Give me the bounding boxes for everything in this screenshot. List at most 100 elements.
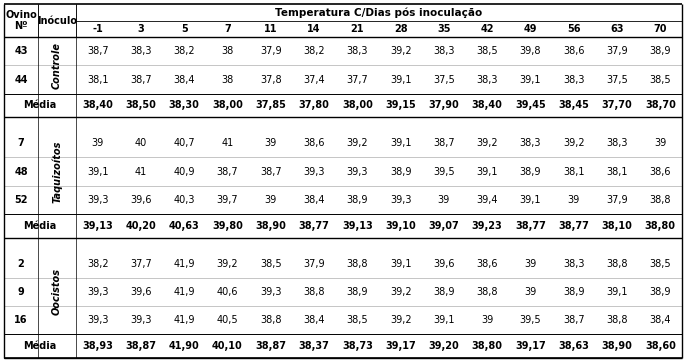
Text: 70: 70: [654, 24, 667, 34]
Text: 39,23: 39,23: [472, 221, 503, 231]
Text: 39,2: 39,2: [390, 46, 412, 56]
Text: 38,7: 38,7: [260, 167, 281, 177]
Text: 38,1: 38,1: [606, 167, 628, 177]
Text: 38,87: 38,87: [255, 341, 286, 351]
Text: Taquizoítos: Taquizoítos: [51, 140, 62, 203]
Text: 38,1: 38,1: [87, 75, 108, 84]
Text: 38,63: 38,63: [558, 341, 589, 351]
Text: 37,4: 37,4: [303, 75, 325, 84]
Text: 41,9: 41,9: [174, 287, 195, 297]
Text: 11: 11: [264, 24, 278, 34]
Text: 38,7: 38,7: [563, 315, 584, 325]
Text: 37,8: 37,8: [260, 75, 281, 84]
Text: 39,1: 39,1: [520, 195, 541, 205]
Text: 39,6: 39,6: [433, 258, 455, 269]
Text: 38,77: 38,77: [515, 221, 546, 231]
Text: 49: 49: [523, 24, 537, 34]
Text: 39: 39: [265, 138, 277, 148]
Text: 39,17: 39,17: [515, 341, 546, 351]
Text: 38,1: 38,1: [563, 167, 584, 177]
Text: 39: 39: [265, 195, 277, 205]
Text: 35: 35: [437, 24, 451, 34]
Text: 38,45: 38,45: [558, 101, 589, 110]
Text: 37,9: 37,9: [606, 195, 628, 205]
Text: 37,7: 37,7: [130, 258, 152, 269]
Text: 38,80: 38,80: [645, 221, 676, 231]
Text: 38,40: 38,40: [472, 101, 503, 110]
Text: 39,5: 39,5: [520, 315, 541, 325]
Text: 40,6: 40,6: [217, 287, 238, 297]
Text: 37,85: 37,85: [255, 101, 286, 110]
Text: 39,1: 39,1: [87, 167, 108, 177]
Text: 38,8: 38,8: [303, 287, 325, 297]
Text: 41,90: 41,90: [169, 341, 200, 351]
Text: 38,5: 38,5: [260, 258, 281, 269]
Text: 48: 48: [14, 167, 28, 177]
Text: 3: 3: [138, 24, 144, 34]
Text: Oocistos: Oocistos: [52, 268, 62, 315]
Text: Temperatura C/Dias pós inoculação: Temperatura C/Dias pós inoculação: [275, 7, 483, 17]
Text: 38,7: 38,7: [217, 167, 238, 177]
Text: Inóculo: Inóculo: [37, 16, 77, 25]
Text: 39,1: 39,1: [433, 315, 455, 325]
Text: 14: 14: [307, 24, 321, 34]
Text: 37,9: 37,9: [606, 46, 628, 56]
Text: 40,10: 40,10: [212, 341, 243, 351]
Text: 39: 39: [567, 195, 580, 205]
Text: 38,9: 38,9: [650, 46, 671, 56]
Text: 39,20: 39,20: [429, 341, 460, 351]
Text: 38,3: 38,3: [130, 46, 152, 56]
Text: 38,8: 38,8: [650, 195, 671, 205]
Text: 40,7: 40,7: [174, 138, 195, 148]
Text: 39,45: 39,45: [515, 101, 546, 110]
Text: 40,3: 40,3: [174, 195, 195, 205]
Text: 38,2: 38,2: [174, 46, 195, 56]
Text: 38: 38: [222, 75, 234, 84]
Text: 38,7: 38,7: [433, 138, 455, 148]
Text: 37,90: 37,90: [429, 101, 460, 110]
Text: 39,6: 39,6: [130, 195, 152, 205]
Text: 37,9: 37,9: [260, 46, 281, 56]
Text: 41,9: 41,9: [174, 315, 195, 325]
Text: 38,9: 38,9: [346, 195, 368, 205]
Text: 16: 16: [14, 315, 27, 325]
Text: 39,3: 39,3: [303, 167, 325, 177]
Text: 38,3: 38,3: [520, 138, 541, 148]
Text: 38,9: 38,9: [390, 167, 412, 177]
Text: 39,2: 39,2: [217, 258, 238, 269]
Text: 38,3: 38,3: [433, 46, 455, 56]
Text: 42: 42: [480, 24, 494, 34]
Text: 38,5: 38,5: [476, 46, 498, 56]
Text: 40,5: 40,5: [217, 315, 238, 325]
Text: 38,3: 38,3: [563, 258, 584, 269]
Text: 39,17: 39,17: [386, 341, 416, 351]
Text: 38,10: 38,10: [602, 221, 632, 231]
Text: 38,4: 38,4: [303, 315, 325, 325]
Text: 38,9: 38,9: [433, 287, 455, 297]
Text: 40: 40: [135, 138, 147, 148]
Text: 38,77: 38,77: [558, 221, 589, 231]
Text: 37,9: 37,9: [303, 258, 325, 269]
Text: 38,4: 38,4: [174, 75, 195, 84]
Text: 38,5: 38,5: [650, 75, 671, 84]
Text: 39,4: 39,4: [477, 195, 498, 205]
Text: 39,2: 39,2: [390, 287, 412, 297]
Text: 38,4: 38,4: [303, 195, 325, 205]
Text: 38,6: 38,6: [303, 138, 325, 148]
Text: 41: 41: [135, 167, 147, 177]
Text: 38,9: 38,9: [520, 167, 541, 177]
Text: 38,00: 38,00: [342, 101, 372, 110]
Text: 38,8: 38,8: [346, 258, 368, 269]
Text: 38,3: 38,3: [563, 75, 584, 84]
Text: 39,15: 39,15: [386, 101, 416, 110]
Text: 38,6: 38,6: [650, 167, 671, 177]
Text: -1: -1: [93, 24, 103, 34]
Text: 39,8: 39,8: [520, 46, 541, 56]
Text: 38,4: 38,4: [650, 315, 671, 325]
Text: 7: 7: [18, 138, 25, 148]
Text: 38,3: 38,3: [346, 46, 368, 56]
Text: 7: 7: [224, 24, 231, 34]
Text: 38,7: 38,7: [87, 46, 108, 56]
Text: 44: 44: [14, 75, 27, 84]
Text: Média: Média: [23, 101, 57, 110]
